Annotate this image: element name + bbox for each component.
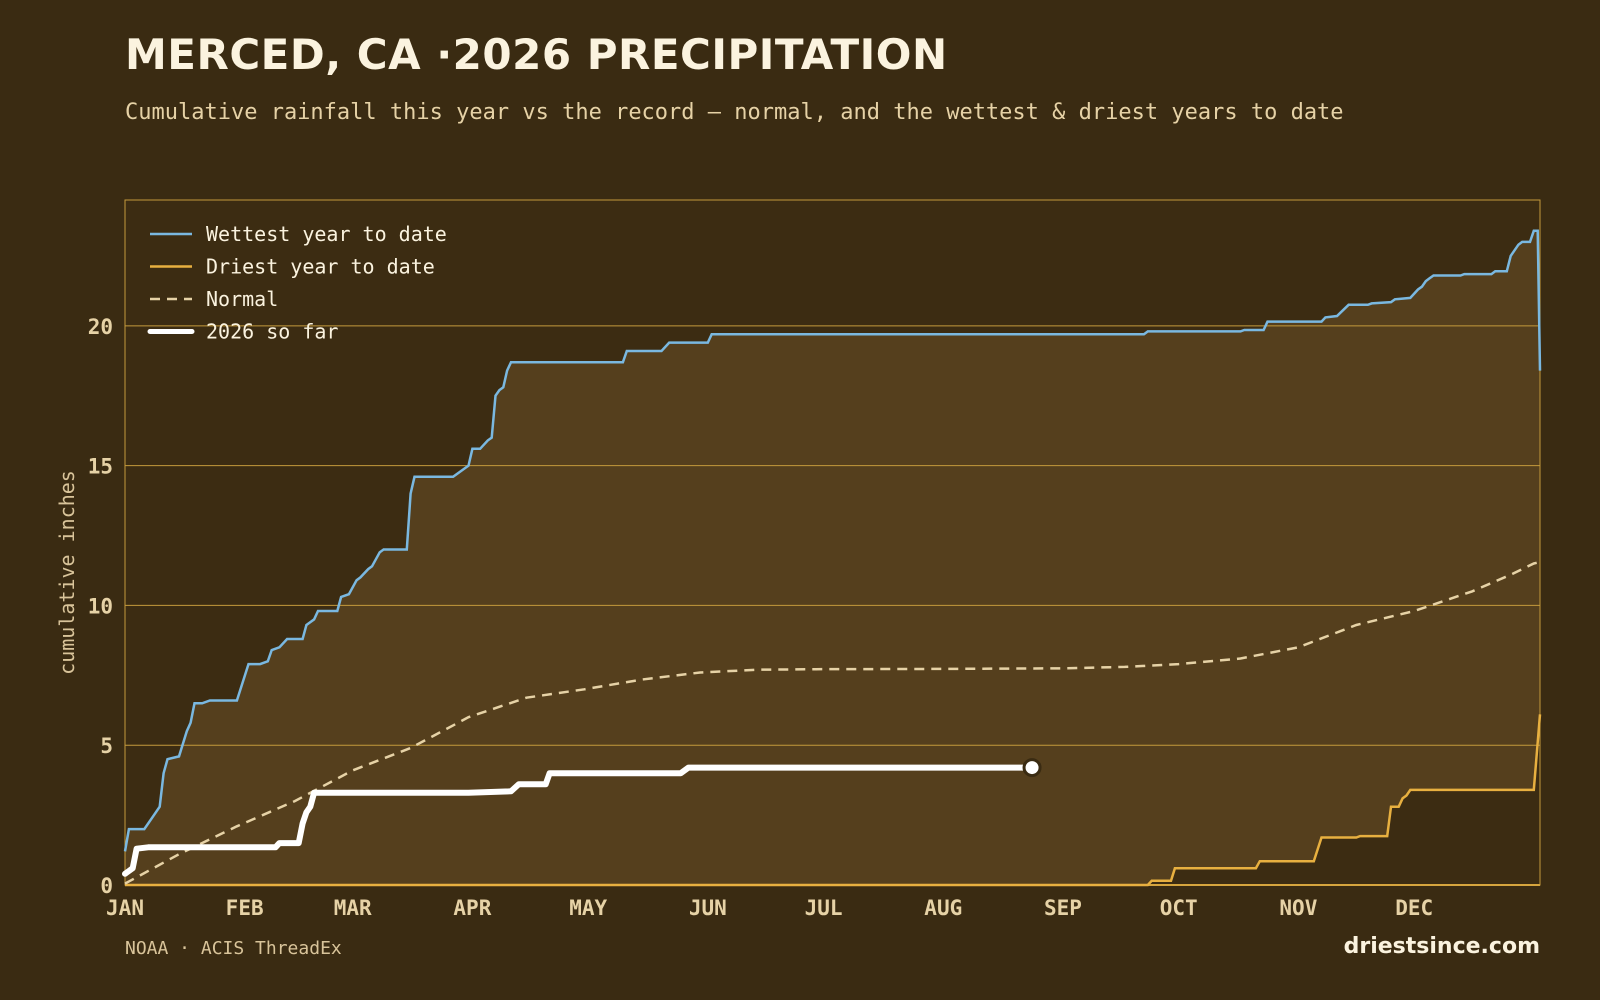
x-tick-labels: JAN FEB MAR APR MAY JUN JUL AUG SEP OCT NOV DEC bbox=[106, 896, 1433, 920]
x-tick-label: SEP bbox=[1044, 896, 1082, 920]
x-tick-label: JUL bbox=[805, 896, 843, 920]
x-tick-label: NOV bbox=[1279, 896, 1317, 920]
series-line-driest bbox=[125, 714, 1542, 887]
x-tick-label: JUN bbox=[689, 896, 727, 920]
series-line-wettest bbox=[123, 229, 1542, 852]
chart-title: MERCED, CA ·2026 PRECIPITATION bbox=[125, 30, 948, 79]
y-axis-title: cumulative inches bbox=[55, 470, 79, 675]
y-tick-labels: 0 5 10 15 20 bbox=[88, 315, 113, 898]
source-credit: NOAA · ACIS ThreadEx bbox=[125, 938, 342, 959]
chart-subtitle: Cumulative rainfall this year vs the rec… bbox=[125, 100, 1344, 125]
x-tick-label: MAR bbox=[334, 896, 372, 920]
y-tick-label: 15 bbox=[88, 455, 113, 479]
legend-label-normal: Normal bbox=[206, 287, 278, 311]
current-endpoint-marker bbox=[1022, 758, 1042, 778]
record-range-band bbox=[125, 230, 1540, 886]
series-lines bbox=[122, 229, 1542, 887]
x-tick-label: JAN bbox=[106, 896, 144, 920]
x-tick-label: APR bbox=[453, 896, 491, 920]
y-tick-label: 20 bbox=[88, 315, 113, 339]
legend-label-current: 2026 so far bbox=[206, 320, 338, 344]
x-tick-label: AUG bbox=[924, 896, 962, 920]
y-tick-label: 5 bbox=[100, 734, 113, 758]
x-tick-label: OCT bbox=[1160, 896, 1198, 920]
y-tick-label: 0 bbox=[100, 874, 113, 898]
legend-label-driest: Driest year to date bbox=[206, 255, 435, 279]
y-tick-label: 10 bbox=[88, 594, 113, 618]
x-tick-label: MAY bbox=[569, 896, 607, 920]
site-brand[interactable]: driestsince.com bbox=[1343, 934, 1540, 959]
x-tick-label: DEC bbox=[1395, 896, 1433, 920]
series-line-normal bbox=[124, 560, 1541, 885]
legend: Wettest year to date Driest year to date N… bbox=[147, 222, 447, 344]
legend-label-wettest: Wettest year to date bbox=[206, 222, 447, 246]
series-line-current bbox=[122, 764, 1036, 877]
x-tick-label: FEB bbox=[226, 896, 264, 920]
